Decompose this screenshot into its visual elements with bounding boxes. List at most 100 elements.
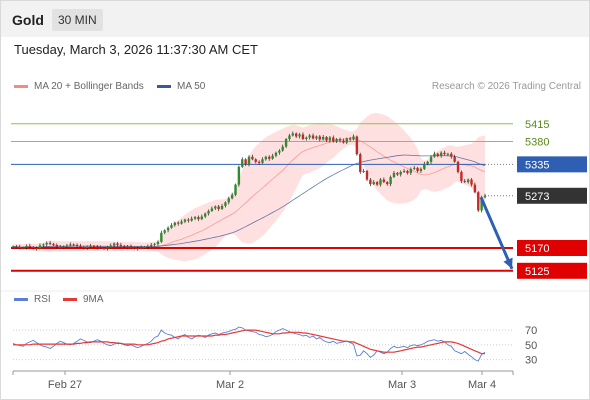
candle-body [45,242,48,245]
candle-body [311,135,315,139]
candle-body [119,244,123,246]
candle-body [79,245,82,247]
level-label-5335: 5335 [525,159,549,171]
candle-body [207,210,210,214]
candle-body [325,136,328,141]
candle-body [288,135,291,140]
rsi-tick-label: 30 [525,355,537,367]
candle-body [143,246,146,248]
candle-body [460,171,463,182]
candle-body [214,206,217,209]
candle-body [402,170,406,172]
timeframe-badge[interactable]: 30 MIN [52,9,103,31]
candle-body [126,246,129,248]
x-tick-label: Mar 2 [216,379,244,391]
candle-body [406,170,409,173]
series-rsi-line [12,326,486,362]
candle-body [89,245,92,247]
candle-body [443,152,446,155]
candle-body [11,246,15,248]
candle-body [203,213,207,217]
candle-body [308,135,311,138]
candle-body [166,227,170,231]
forecast-arrow [479,196,514,270]
candle-body [237,166,241,185]
candle-body [301,134,305,140]
candle-body [177,222,180,224]
candle-body [450,153,453,157]
rsi-tick-label: 70 [525,325,537,337]
candle-body [28,245,32,247]
candle-body [477,192,480,211]
level-tag-5335 [517,156,587,173]
legend-rsi: RSI [14,294,51,305]
candle-body [241,159,244,167]
candle-body [163,230,166,233]
candle-body [456,161,460,172]
ma20-swatch [14,85,28,88]
level-label-5415: 5415 [525,119,549,131]
rsi-tick-label: 50 [525,340,537,352]
candle-body [436,153,439,156]
candle-body [136,247,139,249]
candle-body [35,247,38,249]
candle-body [278,150,281,153]
candle-body [271,155,274,159]
candle-body [389,177,392,185]
candle-body [55,244,59,247]
candle-body [109,245,112,248]
candle-body [298,134,301,137]
candle-body [82,246,85,248]
candle-body [338,139,342,141]
candle-body [365,170,369,180]
candle-body [146,245,150,247]
candle-body [200,216,203,220]
candle-body [274,152,278,156]
candle-body [466,179,470,183]
candle-body [426,161,429,164]
legend-9ma-label: 9MA [83,294,104,305]
candle-body [227,198,230,203]
candle-body [470,179,473,185]
candle-body [392,172,396,178]
candle-body [15,246,18,248]
candle-body [72,244,75,246]
legend-9ma: 9MA [63,294,104,305]
candle-body [335,139,338,142]
candle-body [116,243,119,245]
candle-body [305,137,308,140]
candle-body [139,247,143,249]
candle-body [379,179,382,185]
level-label-5273: 5273 [525,191,549,203]
candle-body [342,140,345,143]
level-label-5380: 5380 [525,137,549,149]
candle-body [413,167,416,169]
candle-body [102,247,106,249]
candle-body [150,244,153,246]
candle-body [247,156,251,165]
candle-body [42,244,45,246]
candle-body [230,194,234,199]
legend-ma20-label: MA 20 + Bollinger Bands [34,81,144,92]
candle-body [254,159,257,162]
candle-body [315,136,318,139]
legend-ma50-label: MA 50 [177,81,206,92]
candle-body [386,182,389,185]
candle-body [129,246,133,248]
candle-body [220,205,224,209]
rsi-swatch [14,298,28,301]
candle-body [261,159,264,163]
candle-body [355,136,359,155]
candle-body [21,247,25,249]
candle-body [59,246,62,248]
9ma-swatch [63,298,77,301]
candle-body [362,170,365,172]
candle-body [18,246,21,248]
candle-body [32,246,35,248]
candle-body [75,244,79,246]
candle-body [321,136,325,140]
candle-body [112,243,116,246]
candle-body [251,156,254,160]
